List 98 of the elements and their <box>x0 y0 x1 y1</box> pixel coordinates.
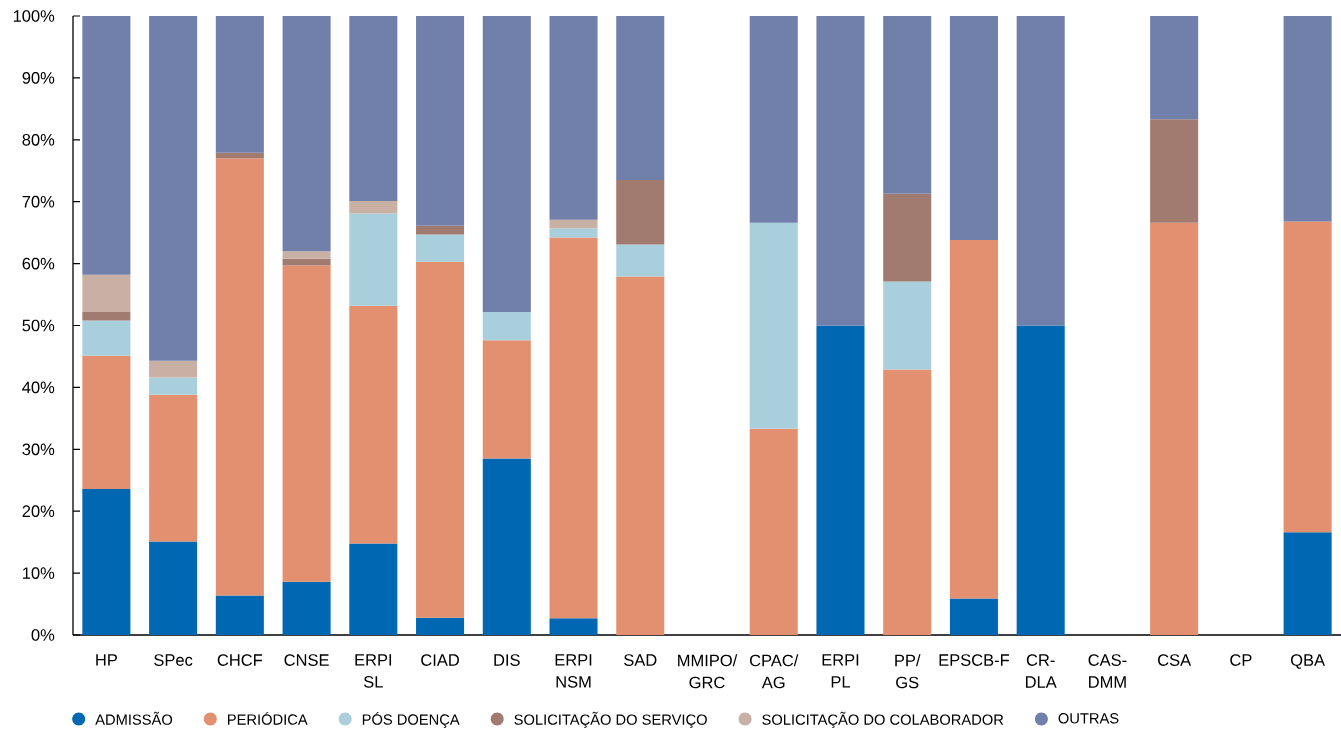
bar <box>549 219 598 229</box>
bar <box>149 360 198 378</box>
y-tick-label: 60% <box>22 257 55 270</box>
bar <box>749 15 798 223</box>
legend-label: PÓS DOENÇA <box>362 711 460 728</box>
bar <box>215 595 264 635</box>
bar <box>416 234 465 262</box>
bar <box>616 15 665 181</box>
bar <box>482 311 531 341</box>
bar <box>149 541 198 635</box>
bar <box>82 311 131 321</box>
x-tick-label: QBA <box>1290 654 1326 669</box>
bar <box>416 225 465 235</box>
bar <box>749 222 798 429</box>
legend-label: PERIÓDICA <box>228 711 308 725</box>
x-tick-label: ERPI SL <box>355 654 392 688</box>
bar <box>282 15 331 252</box>
y-tick-label: 30% <box>22 443 55 456</box>
x-tick-label: CPAC/ AG <box>749 654 799 689</box>
bar <box>883 193 932 282</box>
x-tick-label: SAD <box>624 654 657 666</box>
y-tick-label: 0% <box>31 629 55 641</box>
bar <box>282 265 331 582</box>
x-tick-label: CNSE <box>284 654 329 666</box>
y-tick-label: 70% <box>22 195 55 208</box>
bar <box>549 15 598 220</box>
bar <box>883 281 932 370</box>
bar <box>1283 15 1332 222</box>
bar <box>949 240 998 599</box>
bar <box>349 543 398 635</box>
x-tick-label: SPec <box>154 654 193 666</box>
x-tick-label: ERPI NSM <box>555 654 592 688</box>
bar <box>416 617 465 635</box>
bar <box>149 15 198 361</box>
bar <box>549 228 598 238</box>
bar <box>82 15 131 275</box>
bar <box>1283 221 1332 533</box>
y-tick-label: 10% <box>23 567 55 579</box>
bar <box>482 340 531 459</box>
bar <box>1150 119 1199 223</box>
bar <box>282 581 331 635</box>
bar <box>82 355 131 489</box>
bar <box>1016 325 1065 635</box>
bar <box>549 618 598 635</box>
bar <box>215 152 264 159</box>
y-tick-label: 20% <box>22 505 55 518</box>
bar <box>349 201 398 214</box>
bar <box>349 305 398 544</box>
bar <box>82 274 131 312</box>
legend-label: SOLICITAÇÃO DO SERVIÇO <box>514 711 707 728</box>
x-tick-label: EPSCB-F <box>939 654 1010 666</box>
bar <box>749 428 798 635</box>
bar <box>349 213 398 306</box>
bar <box>482 458 531 635</box>
y-tick-label: 100% <box>13 10 55 22</box>
bar <box>282 251 331 259</box>
bar <box>1283 532 1332 635</box>
x-tick-label: CHCF <box>217 654 263 666</box>
legend-label: OUTRAS <box>1058 713 1119 724</box>
bar <box>482 15 531 312</box>
bar <box>549 237 598 619</box>
x-tick-label: CP <box>1230 654 1252 666</box>
bar <box>616 180 665 245</box>
bar <box>215 15 264 153</box>
bar <box>883 369 932 635</box>
y-tick-label: 50% <box>22 319 55 332</box>
x-tick-label: CSA <box>1158 654 1192 666</box>
bar <box>416 15 465 226</box>
bar <box>949 598 998 635</box>
bar <box>883 15 932 194</box>
x-tick-label: CAS- DMM <box>1088 654 1127 688</box>
bar <box>416 261 465 618</box>
bar <box>1016 15 1065 326</box>
bar <box>816 325 865 635</box>
bar <box>1150 222 1199 635</box>
x-tick-label: MMIPO/ GRC <box>678 654 738 689</box>
x-tick-label: HP <box>96 654 117 666</box>
x-tick-label: DIS <box>494 654 520 666</box>
y-tick-label: 40% <box>22 381 55 394</box>
bar <box>616 276 665 635</box>
y-tick-label: 80% <box>22 133 55 146</box>
x-tick-label: ERPI PL <box>822 654 859 688</box>
bar <box>349 15 398 202</box>
bar <box>949 15 998 241</box>
bar <box>816 15 865 326</box>
bar <box>82 320 131 356</box>
bar <box>616 244 665 277</box>
x-tick-label: CIAD <box>421 654 459 666</box>
bar <box>82 488 131 635</box>
x-tick-label: CR- DLA <box>1025 654 1057 688</box>
legend-label: SOLICITAÇÃO DO COLABORADOR <box>762 711 1004 728</box>
x-tick-label: PP/ GS <box>895 654 921 689</box>
bar <box>215 158 264 596</box>
bar <box>149 394 198 542</box>
y-tick-label: 90% <box>22 72 55 84</box>
bar <box>1150 15 1199 120</box>
legend-label: ADMISSÃO <box>95 711 173 725</box>
bar <box>149 377 198 395</box>
